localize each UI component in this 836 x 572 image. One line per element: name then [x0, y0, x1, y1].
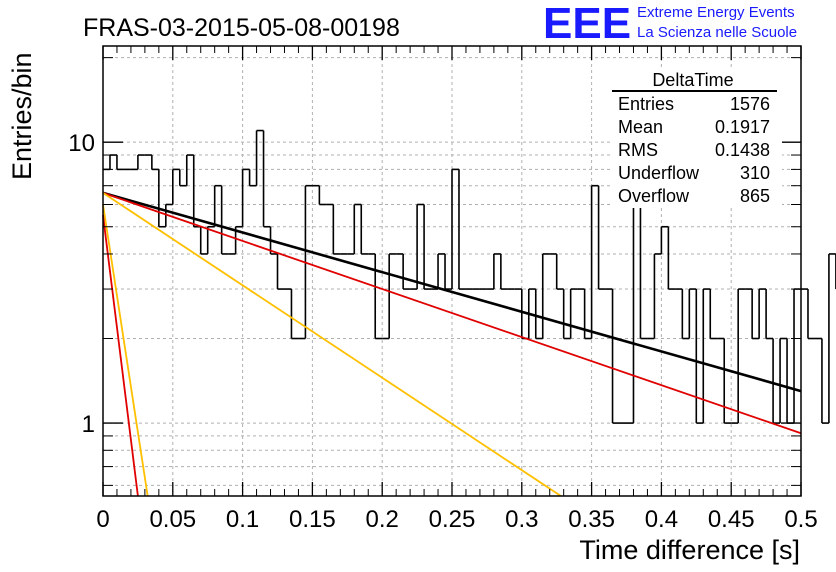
- stats-row-label: Overflow: [618, 186, 690, 206]
- x-tick-label: 0: [96, 506, 109, 533]
- fit-line: [102, 191, 802, 393]
- x-tick-label: 0.5: [784, 506, 817, 533]
- fit-line: [102, 192, 562, 497]
- stats-row-label: RMS: [618, 140, 658, 160]
- x-tick-label: 0.45: [708, 506, 755, 533]
- stats-row-value: 0.1917: [715, 117, 770, 137]
- stats-row-label: Mean: [618, 117, 663, 137]
- stats-row-value: 0.1438: [715, 140, 770, 160]
- x-tick-label: 0.35: [568, 506, 615, 533]
- x-tick-label: 0.2: [366, 506, 399, 533]
- stats-row-value: 310: [740, 163, 770, 183]
- eee-logo-mark: EEE: [543, 0, 631, 48]
- x-axis-label: Time difference [s]: [579, 535, 800, 565]
- x-tick-label: 0.15: [289, 506, 336, 533]
- tick-labels: 0 0.05 0.1 0.15 0.2 0.25 0.3 0.35 0.4 0.45 0.5 1 10: [68, 130, 817, 533]
- stats-row-label: Entries: [618, 94, 674, 114]
- x-tick-label: 0.4: [645, 506, 678, 533]
- y-tick-label: 10: [68, 130, 95, 157]
- stats-row-value: 1576: [730, 94, 770, 114]
- stats-row-label: Underflow: [618, 163, 700, 183]
- fit-line: [102, 192, 802, 435]
- x-tick-label: 0.25: [429, 506, 476, 533]
- fit-line: [102, 215, 139, 497]
- stats-row-value: 865: [740, 186, 770, 206]
- y-axis-label: Entries/bin: [7, 52, 37, 180]
- logo-line-1: Extreme Energy Events: [637, 4, 795, 21]
- x-tick-label: 0.3: [505, 506, 538, 533]
- logo-line-2: La Scienza nelle Scuole: [637, 24, 797, 41]
- stats-rows: Entries 1576 Mean 0.1917 RMS 0.1438 Underflow 3…: [618, 94, 770, 206]
- x-tick-label: 0.1: [226, 506, 259, 533]
- stats-title: DeltaTime: [652, 70, 733, 90]
- stats-box: DeltaTime Entries 1576 Mean 0.1917 RMS 0.1438…: [612, 68, 782, 208]
- fit-lines: [102, 191, 802, 497]
- y-tick-label: 1: [82, 411, 95, 438]
- x-tick-label: 0.05: [149, 506, 196, 533]
- fit-line: [102, 204, 149, 497]
- run-title: FRAS-03-2015-05-08-00198: [83, 14, 400, 42]
- axis-ticks: [102, 46, 802, 496]
